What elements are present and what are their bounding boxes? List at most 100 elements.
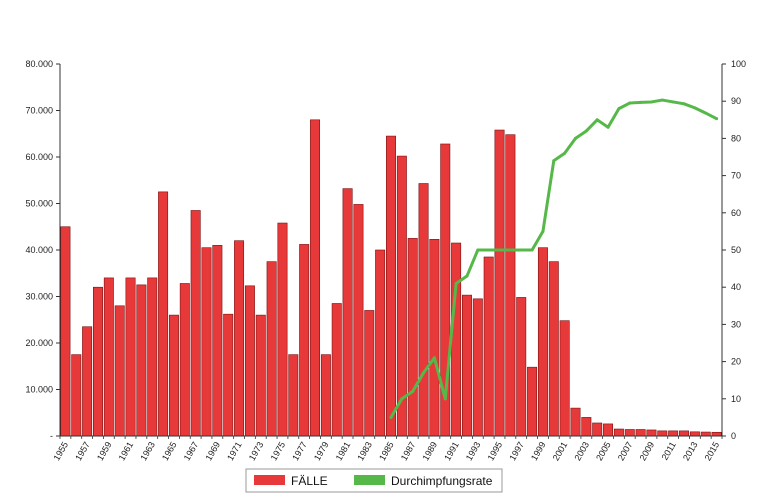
bar-1963 bbox=[147, 277, 158, 437]
bar-1996 bbox=[505, 134, 516, 437]
line-point-2010 bbox=[660, 98, 664, 102]
x-tick-label-1967: 1967 bbox=[182, 440, 201, 462]
y-right-tick-label: 40 bbox=[731, 282, 741, 292]
x-tick-label-1961: 1961 bbox=[117, 440, 136, 462]
x-tick-label-1985: 1985 bbox=[377, 440, 396, 462]
line-point-2015 bbox=[715, 117, 719, 121]
x-tick-label-1973: 1973 bbox=[247, 440, 266, 462]
y-right-tick-label: 10 bbox=[731, 394, 741, 404]
bar-2011 bbox=[668, 430, 679, 437]
legend-swatch-faelle bbox=[254, 475, 285, 485]
line-point-2011 bbox=[671, 100, 675, 104]
x-tick-label-1977: 1977 bbox=[290, 440, 309, 462]
x-tick-label-1993: 1993 bbox=[464, 440, 483, 462]
x-tick-label-1979: 1979 bbox=[312, 440, 331, 462]
x-tick-label-2007: 2007 bbox=[616, 440, 635, 462]
y-left-tick-label: - bbox=[50, 431, 53, 441]
bar-1988 bbox=[418, 183, 429, 437]
line-point-2012 bbox=[682, 102, 686, 106]
bar-1999 bbox=[537, 247, 548, 437]
bar-2015 bbox=[711, 431, 722, 437]
bar-2010 bbox=[657, 430, 668, 437]
bar-1992 bbox=[461, 294, 472, 437]
bar-1997 bbox=[516, 297, 527, 437]
x-tick-label-1999: 1999 bbox=[529, 440, 548, 462]
legend-swatch-durchimpfungsrate bbox=[354, 475, 385, 485]
x-tick-label-2009: 2009 bbox=[638, 440, 657, 462]
bar-1973 bbox=[255, 314, 266, 437]
line-point-2001 bbox=[563, 151, 567, 155]
line-point-2006 bbox=[617, 107, 621, 111]
x-tick-label-1989: 1989 bbox=[420, 440, 439, 462]
bar-1976 bbox=[288, 354, 299, 437]
bar-1956 bbox=[71, 354, 82, 437]
bar-1982 bbox=[353, 204, 364, 437]
bar-1962 bbox=[136, 284, 147, 437]
line-point-1997 bbox=[519, 248, 523, 252]
y-right-tick-label: 50 bbox=[731, 245, 741, 255]
legend-label-faelle: FÄLLE bbox=[291, 474, 328, 488]
bar-1972 bbox=[244, 285, 255, 437]
bar-1959 bbox=[103, 277, 114, 437]
line-point-1985 bbox=[389, 415, 393, 419]
y-right-tick-label: 0 bbox=[731, 431, 736, 441]
y-right-tick-label: 60 bbox=[731, 208, 741, 218]
bar-2014 bbox=[700, 431, 711, 437]
bar-2003 bbox=[581, 417, 592, 437]
y-left-tick-label: 60.000 bbox=[25, 152, 53, 162]
bar-1993 bbox=[472, 298, 483, 437]
x-tick-label-1969: 1969 bbox=[203, 440, 222, 462]
x-tick-label-1983: 1983 bbox=[355, 440, 374, 462]
line-point-2014 bbox=[704, 111, 708, 115]
bar-2002 bbox=[570, 407, 581, 437]
line-point-1991 bbox=[454, 281, 458, 285]
x-tick-label-1987: 1987 bbox=[399, 440, 418, 462]
bar-1995 bbox=[494, 129, 505, 437]
bar-1957 bbox=[82, 326, 93, 437]
x-tick-label-1955: 1955 bbox=[51, 440, 70, 462]
y-left-tick-label: 40.000 bbox=[25, 245, 53, 255]
x-tick-label-1965: 1965 bbox=[160, 440, 179, 462]
line-point-1988 bbox=[422, 371, 426, 375]
y-left-tick-label: 30.000 bbox=[25, 292, 53, 302]
line-point-1998 bbox=[530, 248, 534, 252]
line-point-1987 bbox=[411, 389, 415, 393]
bar-2012 bbox=[679, 430, 689, 437]
y-right-tick-label: 100 bbox=[731, 59, 746, 69]
line-point-1994 bbox=[487, 248, 491, 252]
x-tick-label-2011: 2011 bbox=[660, 440, 678, 462]
line-point-1990 bbox=[443, 397, 447, 401]
line-point-2013 bbox=[693, 106, 697, 110]
line-point-2008 bbox=[639, 100, 643, 104]
x-tick-label-1995: 1995 bbox=[486, 440, 505, 462]
bar-1958 bbox=[93, 286, 103, 437]
x-tick-label-1991: 1991 bbox=[442, 440, 461, 462]
bar-1987 bbox=[407, 238, 418, 437]
legend-label-durchimpfungsrate: Durchimpfungsrate bbox=[391, 474, 493, 488]
line-point-1996 bbox=[508, 248, 512, 252]
legend: FÄLLE Durchimpfungsrate bbox=[245, 468, 503, 493]
bar-2008 bbox=[635, 429, 646, 437]
y-right-tick-label: 70 bbox=[731, 171, 741, 181]
x-tick-label-2001: 2001 bbox=[551, 440, 570, 462]
x-tick-label-1981: 1981 bbox=[334, 440, 353, 462]
bar-1977 bbox=[299, 244, 310, 437]
bar-1970 bbox=[223, 313, 234, 437]
bar-1991 bbox=[451, 242, 462, 437]
line-point-1992 bbox=[465, 274, 469, 278]
line-point-1995 bbox=[498, 248, 502, 252]
x-tick-label-2013: 2013 bbox=[681, 440, 700, 462]
bar-1989 bbox=[429, 239, 440, 437]
line-point-1993 bbox=[476, 248, 480, 252]
bar-1955 bbox=[60, 226, 71, 437]
bar-1978 bbox=[310, 119, 321, 437]
bar-2004 bbox=[592, 422, 603, 437]
bar-1960 bbox=[114, 305, 125, 437]
x-tick-label-1997: 1997 bbox=[507, 440, 526, 462]
x-tick-label-2003: 2003 bbox=[572, 440, 591, 462]
y-right-tick-label: 90 bbox=[731, 96, 741, 106]
x-tick-label-1959: 1959 bbox=[95, 440, 114, 462]
bar-2001 bbox=[559, 320, 570, 437]
y-right-tick-label: 80 bbox=[731, 133, 741, 143]
x-tick-label-1957: 1957 bbox=[73, 440, 92, 462]
